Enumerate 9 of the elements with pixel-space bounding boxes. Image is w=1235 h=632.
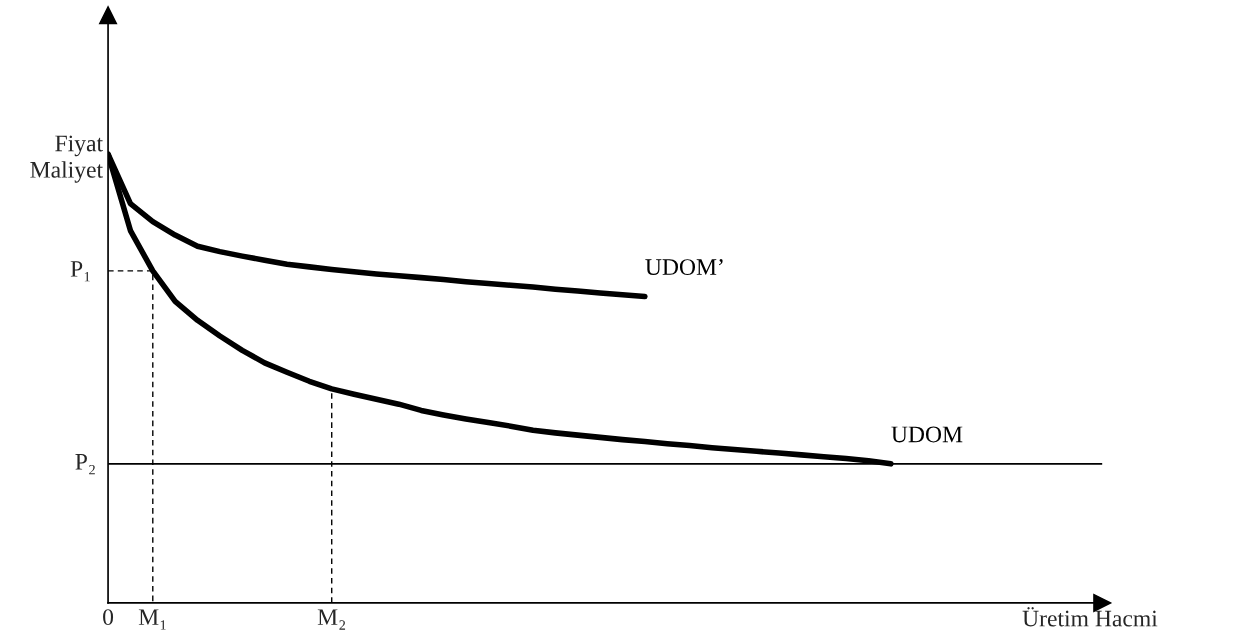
series-label: UDOM	[891, 426, 963, 443]
x-tick-label: M₂	[317, 609, 346, 630]
ref-line-label: P₂	[75, 454, 95, 475]
annotation: P₁	[70, 261, 90, 282]
x-tick-label: 0	[103, 609, 114, 626]
y-axis-title: Fiyat Maliyet	[30, 135, 103, 183]
series-label: UDOM’	[645, 259, 723, 276]
x-tick-label: M₁	[138, 609, 166, 630]
text: Üretim Hacmi	[1022, 607, 1158, 627]
